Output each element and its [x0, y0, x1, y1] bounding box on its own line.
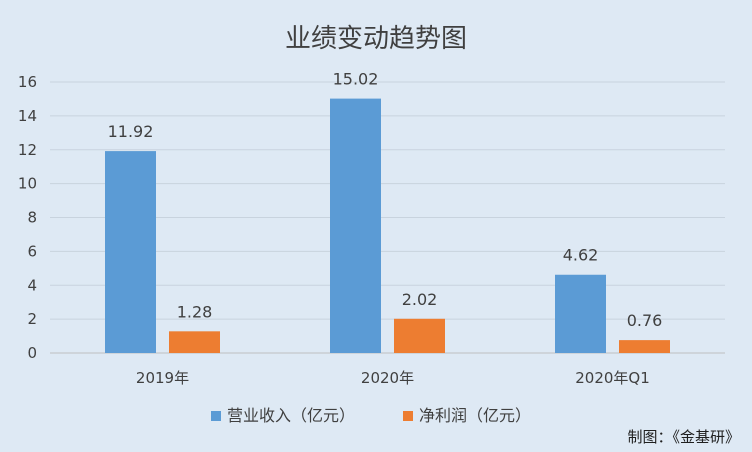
x-category-label: 2020年	[361, 369, 414, 387]
x-axis-categories: 2019年 2020年 2020年Q1	[136, 369, 650, 387]
gridlines	[50, 81, 725, 354]
legend-label: 净利润（亿元）	[419, 406, 531, 425]
y-tick-label: 0	[27, 344, 37, 362]
data-label: 0.76	[627, 311, 663, 330]
bar	[330, 98, 381, 353]
legend: 营业收入（亿元） 净利润（亿元）	[211, 406, 531, 425]
x-category-label: 2019年	[136, 369, 189, 387]
x-category-label: 2020年Q1	[575, 369, 650, 387]
bar	[105, 151, 156, 353]
data-label: 4.62	[563, 246, 599, 265]
data-label: 15.02	[333, 70, 379, 89]
y-tick-label: 10	[18, 175, 37, 193]
y-tick-label: 16	[18, 73, 37, 91]
data-labels: 11.92 1.28 15.02 2.02 4.62 0.76	[108, 70, 663, 331]
bar	[555, 274, 606, 353]
bars	[105, 98, 670, 353]
data-label: 2.02	[402, 290, 438, 309]
y-tick-label: 14	[18, 107, 37, 125]
bar	[619, 340, 670, 353]
chart-title: 业绩变动趋势图	[285, 24, 467, 54]
bar	[169, 331, 220, 353]
bar	[394, 318, 445, 353]
legend-swatch	[211, 411, 221, 421]
legend-swatch	[403, 411, 413, 421]
y-tick-label: 2	[27, 310, 37, 328]
credit-text: 制图：《金基研》	[627, 428, 740, 446]
y-tick-label: 8	[27, 209, 37, 227]
y-tick-label: 12	[18, 141, 37, 159]
data-label: 1.28	[177, 302, 213, 321]
legend-label: 营业收入（亿元）	[227, 406, 355, 425]
y-tick-label: 4	[27, 276, 37, 294]
y-axis-ticks: 0 2 4 6 8 10 12 14 16	[18, 73, 37, 362]
y-tick-label: 6	[27, 242, 37, 260]
data-label: 11.92	[108, 122, 154, 141]
